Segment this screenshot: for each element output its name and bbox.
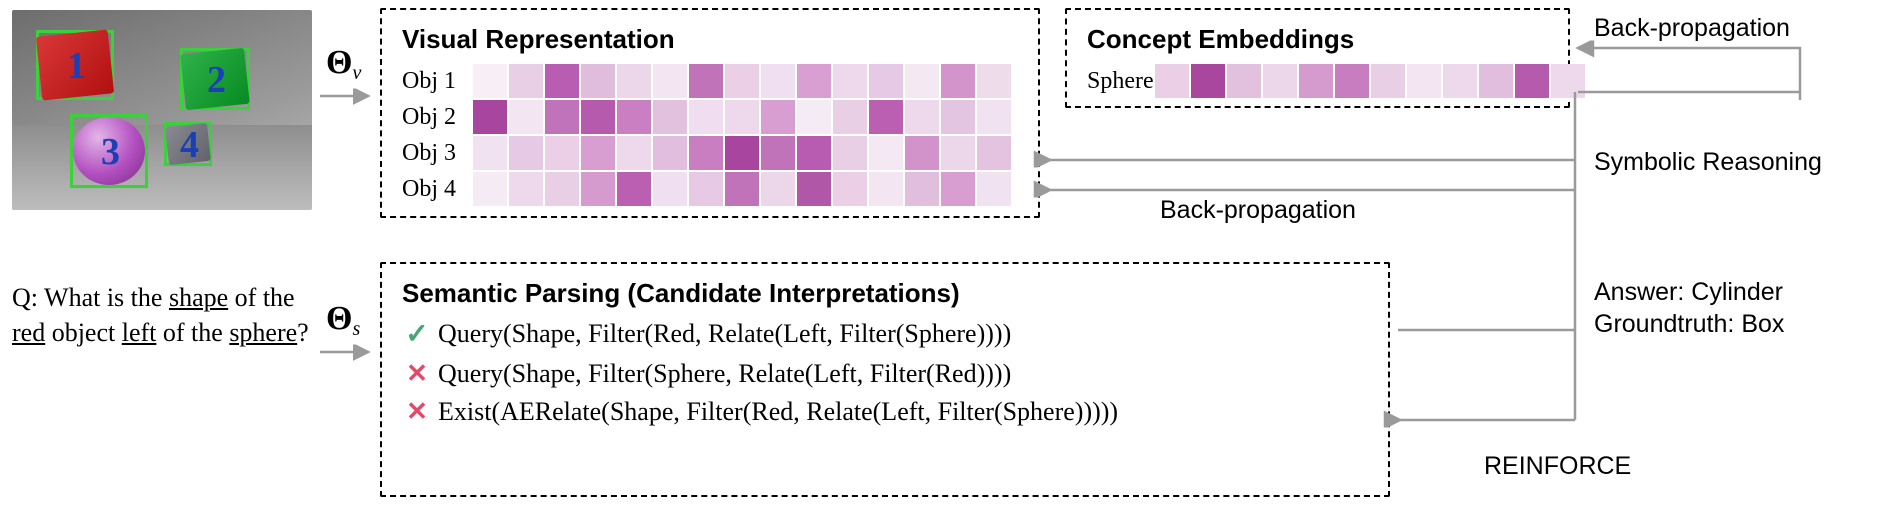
- connector-arrows: [0, 0, 1885, 507]
